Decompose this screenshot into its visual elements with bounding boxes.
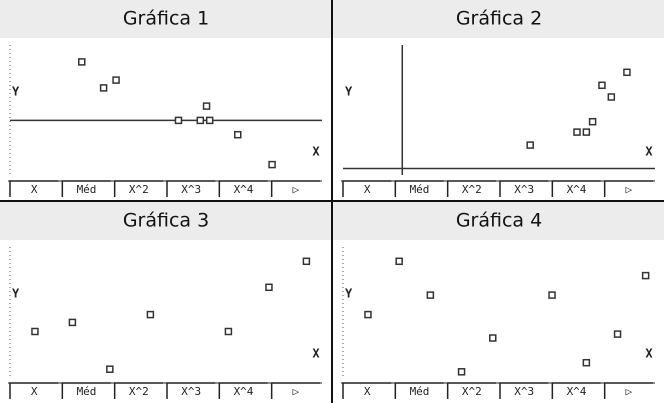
point <box>175 117 181 123</box>
x-axis-label: X <box>645 347 653 361</box>
point <box>269 162 275 168</box>
menu-button: X <box>364 385 371 398</box>
point <box>583 129 589 135</box>
y-axis-label: Y <box>345 85 353 99</box>
x-axis-label: X <box>645 145 653 159</box>
panel-title: Gráfica 3 <box>123 210 209 232</box>
x-axis-label: X <box>312 347 320 361</box>
menu-button: Méd <box>410 183 430 196</box>
point <box>113 77 119 83</box>
point <box>79 59 85 65</box>
menu-button: ▷ <box>293 385 300 398</box>
point <box>266 284 272 290</box>
y-axis-label: Y <box>345 287 353 301</box>
menu-button: X^3 <box>181 183 201 196</box>
point <box>490 335 496 341</box>
menu-button: X^4 <box>567 183 587 196</box>
menu-button: X <box>31 183 38 196</box>
panel-title: Gráfica 4 <box>456 210 542 232</box>
point <box>549 292 555 298</box>
menu-button: ▷ <box>293 183 300 196</box>
menu-button: X^2 <box>129 385 149 398</box>
point <box>615 331 621 337</box>
menu-button: X^2 <box>129 183 149 196</box>
menu-button: ▷ <box>626 183 633 196</box>
menu-button: Méd <box>410 385 430 398</box>
y-axis-label: Y <box>12 85 20 99</box>
menu-button: ▷ <box>626 385 633 398</box>
point <box>207 117 213 123</box>
point <box>608 94 614 100</box>
menu-button: X^2 <box>462 385 482 398</box>
menu-button: X <box>31 385 38 398</box>
point <box>365 312 371 318</box>
y-axis-label: Y <box>12 287 20 301</box>
divider-h <box>0 200 664 202</box>
point <box>599 82 605 88</box>
menu-button: Méd <box>77 385 97 398</box>
x-axis-label: X <box>312 145 320 159</box>
point <box>427 292 433 298</box>
menu-button: X^3 <box>514 183 534 196</box>
point <box>527 142 533 148</box>
menu-button: X^3 <box>181 385 201 398</box>
point <box>459 369 465 375</box>
point <box>101 85 107 91</box>
point <box>147 312 153 318</box>
point <box>32 329 38 335</box>
point <box>107 366 113 372</box>
menu-button: X^3 <box>514 385 534 398</box>
panel-title: Gráfica 1 <box>123 8 209 30</box>
menu-button: X^2 <box>462 183 482 196</box>
screenshot: Gráfica 1 Y X X Méd X^2 X^3 X^4 ▷ Gráfica 2 Y X X Méd… <box>0 0 664 403</box>
menu-button: X^4 <box>234 183 254 196</box>
point <box>590 119 596 125</box>
point <box>624 69 630 75</box>
point <box>69 319 75 325</box>
point <box>197 117 203 123</box>
point <box>204 103 210 109</box>
panel-title: Gráfica 2 <box>456 8 542 30</box>
menu-button: X <box>364 183 371 196</box>
menu-button: X^4 <box>567 385 587 398</box>
point <box>235 132 241 138</box>
point <box>396 258 402 264</box>
point <box>583 360 589 366</box>
point <box>303 258 309 264</box>
point <box>643 273 649 279</box>
menu-button: Méd <box>77 183 97 196</box>
menu-button: X^4 <box>234 385 254 398</box>
point <box>574 129 580 135</box>
point <box>225 329 231 335</box>
